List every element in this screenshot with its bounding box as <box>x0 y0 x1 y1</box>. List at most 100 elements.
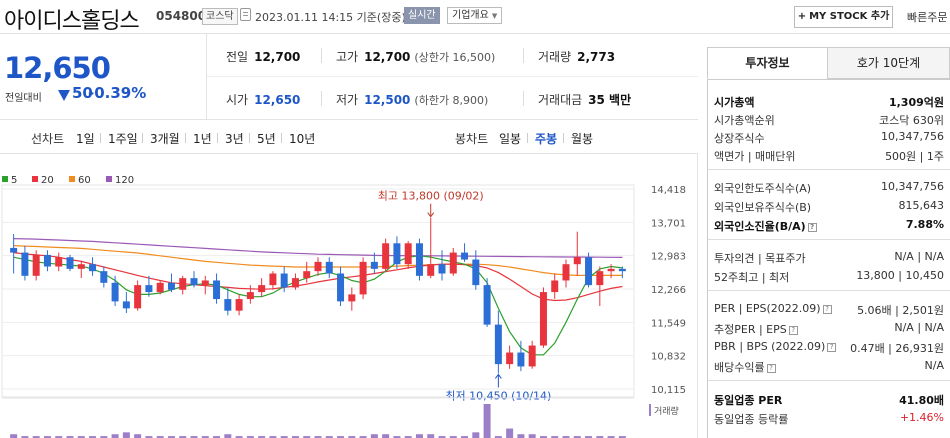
upper-limit: (상한가 16,500) <box>414 51 496 64</box>
volume-bar <box>483 404 491 438</box>
volume-bar <box>348 436 356 438</box>
period-5y[interactable]: 5년 <box>257 132 276 146</box>
tab-orderbook[interactable]: 호가 10단계 <box>827 47 950 79</box>
help-icon[interactable]: ? <box>788 326 798 335</box>
help-icon[interactable]: ? <box>807 223 817 232</box>
volume-bar <box>337 436 345 438</box>
divider <box>249 133 250 143</box>
candle-body <box>167 282 175 290</box>
legend-label: 20 <box>41 175 54 186</box>
volume-bar <box>415 434 423 438</box>
candle-daily[interactable]: 일봉 <box>499 132 522 146</box>
company-overview-label: 기업개요 <box>452 10 489 21</box>
realtime-button[interactable]: 실시간 <box>404 7 440 24</box>
change-value: 50 <box>72 84 93 102</box>
sector-rate-value: +1.46% <box>899 411 944 424</box>
add-my-stock-label: MY STOCK 추가 <box>809 11 890 22</box>
period-3m[interactable]: 3개월 <box>150 132 180 146</box>
change-label: 전일대비 <box>5 93 42 104</box>
volume-bar <box>438 436 446 438</box>
volume-swatch <box>649 404 651 416</box>
legend-swatch <box>106 176 112 182</box>
volume-value: 2,773 <box>577 50 616 64</box>
divider <box>708 290 950 291</box>
candle-body <box>303 271 311 279</box>
per-value: 5.06배 | 2,501원 <box>857 304 944 317</box>
volume-bar <box>246 436 254 438</box>
plus-icon: + <box>797 11 807 22</box>
help-icon[interactable]: ? <box>827 343 837 352</box>
low-label: 저가 <box>336 93 359 107</box>
foreign-ratio-text: 외국인소진율(B/A) <box>714 220 806 233</box>
volume-bar <box>134 434 142 438</box>
prev-close-label: 전일 <box>226 50 249 64</box>
period-3y[interactable]: 3년 <box>225 132 244 146</box>
candle-body <box>190 278 198 286</box>
candle-body <box>145 285 153 293</box>
volume-bar <box>596 436 604 438</box>
tab-investment-info[interactable]: 투자정보 <box>707 47 828 79</box>
candle-body <box>134 285 142 309</box>
candle-body <box>404 243 412 265</box>
volume-label: 거래량 <box>538 50 572 64</box>
candle-body <box>77 264 85 269</box>
candle-body <box>528 345 536 367</box>
volume-bar <box>404 436 412 438</box>
candle-body <box>156 282 164 293</box>
company-overview-dropdown[interactable]: 기업개요 ▼ <box>447 7 503 24</box>
divider <box>523 91 524 106</box>
divider <box>523 48 524 63</box>
est-per-text: 추정PER | EPS <box>714 323 787 336</box>
candle-body <box>438 264 446 274</box>
divider <box>708 239 950 240</box>
candle-monthly[interactable]: 월봉 <box>571 132 594 146</box>
period-1y[interactable]: 1년 <box>193 132 212 146</box>
candle-body <box>472 259 480 286</box>
volume-bar <box>618 436 626 438</box>
add-my-stock-button[interactable]: + MY STOCK 추가 <box>794 6 893 28</box>
volume-bar <box>89 436 97 438</box>
candle-body <box>348 294 356 302</box>
period-1d[interactable]: 1일 <box>76 132 95 146</box>
volume-bar <box>66 436 74 438</box>
est-per-label: 추정PER | EPS? <box>714 321 798 337</box>
par-value: 500원 | 1주 <box>885 150 944 163</box>
market-cap-label: 시가총액 <box>714 96 755 109</box>
y-tick-label: 10,115 <box>651 385 686 396</box>
divider <box>217 133 218 143</box>
volume-bar <box>607 436 615 438</box>
sector-rate-row: 동일업종 등락률 +1.46% <box>714 409 944 427</box>
candle-body <box>325 261 333 274</box>
price-chart[interactable]: 14,418 13,701 12,983 12,266 11,549 10,832 10,1… <box>0 154 698 438</box>
shares-row: 상장주식수 10,347,756 <box>714 128 944 146</box>
period-1w[interactable]: 1주일 <box>108 132 138 146</box>
volume-bar <box>258 436 266 438</box>
candle-body <box>122 301 130 309</box>
divider <box>563 133 564 143</box>
candle-body <box>551 280 559 293</box>
week52-row: 52주최고 | 최저 13,800 | 10,450 <box>714 267 944 285</box>
help-icon[interactable]: ? <box>822 305 832 314</box>
candle-body <box>280 273 288 288</box>
pbr-value: 0.47배 | 26,931원 <box>850 342 944 355</box>
volume: 거래량 2,773 <box>538 48 615 65</box>
timestamp: 2023.01.11 14:15 기준(장중) <box>255 11 406 24</box>
legend-swatch <box>2 176 8 182</box>
help-icon[interactable]: ? <box>766 364 776 373</box>
candle-chart-label: 봉차트 <box>455 132 489 146</box>
volume-bar <box>201 436 209 438</box>
candle-body <box>415 243 423 276</box>
candle-weekly[interactable]: 주봉 <box>535 132 558 146</box>
candle-body <box>483 285 491 325</box>
period-10y[interactable]: 10년 <box>289 132 316 146</box>
candle-body <box>224 299 232 311</box>
pbr-text: PBR | BPS (2022.09) <box>714 340 826 353</box>
candle-body <box>506 352 514 365</box>
volume-bar <box>269 436 277 438</box>
quick-order-link[interactable]: 빠른주문 <box>907 11 948 24</box>
candle-body <box>111 282 119 302</box>
line-chart-label: 선차트 <box>31 132 65 146</box>
candle-body <box>55 257 63 267</box>
dividend-value: N/A <box>924 359 944 372</box>
ma-line-120 <box>13 238 623 258</box>
